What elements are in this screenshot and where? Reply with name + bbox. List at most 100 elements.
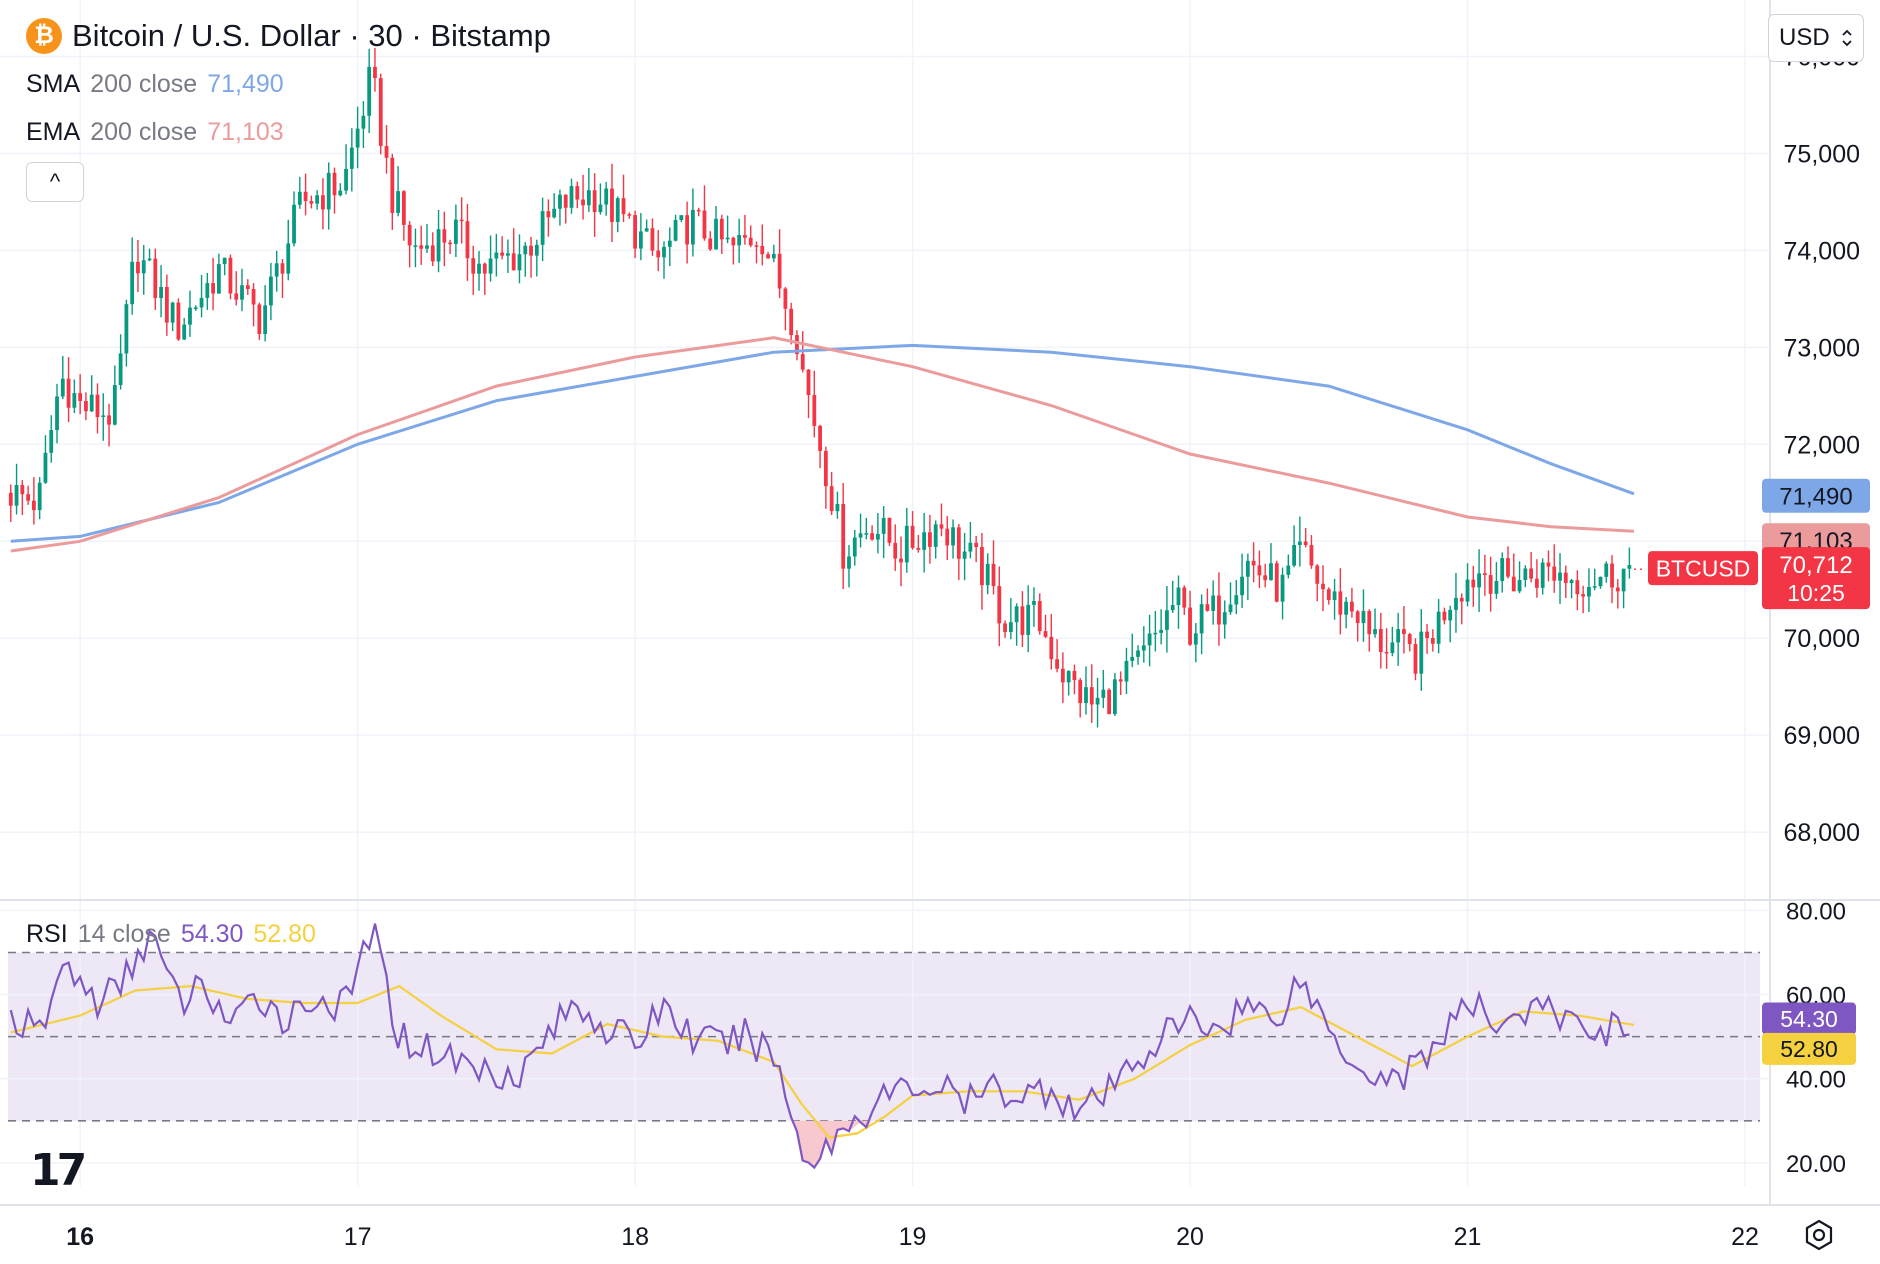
y-tick-label: 75,000 [1784,140,1860,168]
candle-body [269,276,273,306]
candle-body [1124,660,1129,682]
candle-body [1286,565,1291,575]
candle-body [581,199,585,206]
candle-body [373,66,377,79]
candle-body [1332,591,1337,601]
candle-body [771,253,776,259]
candle-body [1454,597,1458,610]
rsi-legend-name: RSI [26,920,68,948]
candle-body [1459,597,1464,602]
candle-body [679,215,684,220]
candle-body [482,263,487,274]
ema-legend-name: EMA [26,118,81,146]
candle-body [1234,595,1239,605]
sma-200-line [10,343,1635,543]
candle-body [20,485,25,495]
candle-body [812,395,817,426]
tradingview-logo[interactable]: 17 [30,1145,87,1196]
candle-body [216,264,221,294]
y-tick-label: 70,000 [1784,625,1860,653]
candle-body [691,209,695,245]
rsi-ma-legend-value: 52.80 [253,920,316,948]
ema-legend[interactable]: EMA 200 close 71,103 [26,118,284,147]
candle-body [644,228,649,232]
candle-body [1060,668,1065,683]
candle-body [257,304,262,335]
candle-body [101,415,106,418]
candle-body [662,246,666,258]
candle-body [488,258,493,274]
candle-body [1575,580,1580,595]
candle-body [1112,679,1117,715]
candle-body [1442,611,1447,621]
x-tick-label: 21 [1454,1223,1482,1251]
candle-body [1569,580,1574,584]
candle-body [1396,629,1401,643]
collapse-legend-button[interactable]: ^ [26,162,84,202]
y-tick-label: 68,000 [1784,819,1860,847]
candle-body [228,257,233,294]
currency-selector[interactable]: USD [1768,14,1864,62]
candle-body [1217,595,1221,625]
candle-body [870,533,875,540]
rsi-ma-value-label-text: 52.80 [1780,1036,1838,1062]
candle-body [1049,636,1054,660]
candle-body [1506,558,1510,577]
candle-body [1500,558,1505,581]
candle-body [118,353,123,386]
x-tick-label: 22 [1731,1223,1759,1251]
candle-body [1095,697,1100,705]
candle-body [26,494,31,501]
sma-legend-value: 71,490 [207,70,284,98]
candle-body [494,252,499,259]
candle-body [991,563,996,587]
candle-body [297,191,302,205]
candle-body [1534,578,1539,588]
candle-body [309,201,314,204]
x-tick-label: 18 [621,1223,649,1251]
candle-body [725,237,730,240]
candle-body [685,215,690,245]
x-tick-label: 16 [66,1223,94,1251]
settings-icon[interactable] [1802,1218,1836,1252]
symbol-price-tag-box [1648,551,1758,586]
candle-body [980,547,984,586]
currency-label: USD [1779,24,1830,51]
candle-body [517,254,522,271]
candle-body [974,542,979,548]
candle-body [650,228,655,251]
candle-body [916,547,921,550]
candle-body [442,229,447,243]
candle-body [1176,587,1181,606]
candle-body [1552,566,1557,581]
candle-body [1488,575,1493,594]
candle-body [1072,670,1077,681]
candle-body [315,195,320,204]
candle-body [430,245,435,262]
candle-body [396,191,400,213]
candle-body [1280,574,1285,602]
candle-body [1008,622,1013,633]
ema-200-line [10,336,1635,553]
candle-body [112,385,117,425]
rsi-legend[interactable]: RSI 14 close 54.30 52.80 [26,920,316,949]
candle-body [1494,580,1499,594]
candle-body [1482,573,1487,576]
candle-body [951,527,955,546]
candle-body [621,198,626,215]
candle-body [193,307,198,309]
symbol-title-text[interactable]: Bitcoin / U.S. Dollar · 30 · Bitstamp [72,18,551,53]
candle-body [858,533,863,538]
candle-body [164,286,169,323]
sma-legend[interactable]: SMA 200 close 71,490 [26,70,284,99]
candle-body [159,286,163,299]
rsi-value-label-box [1762,1002,1856,1035]
candle-body [893,542,898,559]
candle-body [107,415,111,425]
candle-body [401,191,406,225]
candle-body [303,191,308,202]
candle-body [1344,601,1349,615]
candle-body [800,354,805,370]
candle-body [1228,604,1233,613]
